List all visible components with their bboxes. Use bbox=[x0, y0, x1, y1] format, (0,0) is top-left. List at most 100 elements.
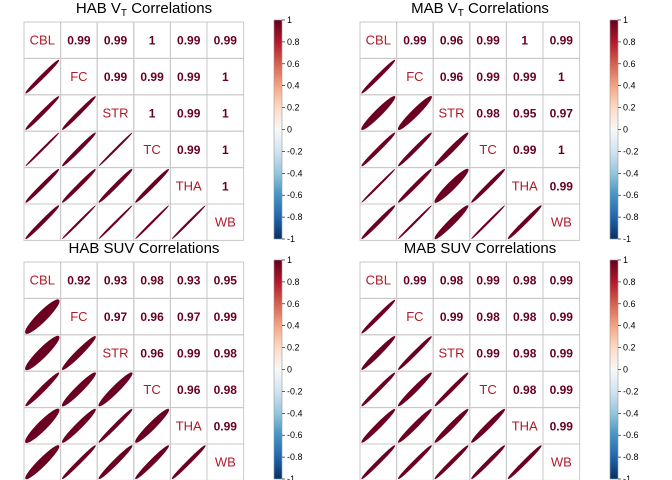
correlation-ellipse bbox=[397, 95, 432, 131]
correlation-value: 0.99 bbox=[104, 70, 128, 84]
variable-label: FC bbox=[406, 309, 423, 324]
correlation-value: 0.96 bbox=[440, 70, 464, 84]
correlation-value: 0.93 bbox=[177, 274, 201, 288]
correlation-value: 1 bbox=[222, 107, 229, 121]
panel-hab-suv: HAB SUV Correlations CBL 0.92 0.93 0.98 0.93… bbox=[0, 240, 336, 480]
correlation-ellipse bbox=[507, 205, 542, 240]
colorbar-tick-label: -0.4 bbox=[287, 168, 303, 178]
panel-title: MAB VT Correlations bbox=[411, 0, 549, 19]
colorbar-tick-label: -1 bbox=[623, 474, 631, 480]
correlation-ellipse bbox=[98, 372, 133, 407]
variable-label: FC bbox=[70, 69, 87, 84]
correlation-ellipse bbox=[471, 168, 506, 203]
correlation-value: 0.99 bbox=[513, 70, 537, 84]
colorbar-tick-label: -0.6 bbox=[623, 190, 639, 200]
variable-label: STR bbox=[103, 106, 129, 121]
correlation-ellipse bbox=[361, 336, 396, 370]
correlation-value: 0.98 bbox=[476, 107, 500, 121]
correlation-ellipse bbox=[98, 132, 133, 167]
panel-title: HAB VT Correlations bbox=[75, 0, 213, 19]
correlation-ellipse bbox=[135, 408, 170, 443]
colorbar-tick-label: 0.6 bbox=[287, 299, 300, 309]
correlation-value: 1 bbox=[222, 179, 229, 193]
panel-title: MAB SUV Correlations bbox=[403, 240, 557, 257]
correlation-ellipse bbox=[25, 132, 60, 167]
correlation-value: 0.99 bbox=[550, 383, 574, 397]
correlation-value: 0.99 bbox=[403, 34, 427, 48]
correlation-value: 0.99 bbox=[214, 310, 238, 324]
correlation-value: 1 bbox=[222, 143, 229, 157]
colorbar-tick-label: 0 bbox=[287, 365, 292, 375]
correlation-value: 0.99 bbox=[440, 310, 464, 324]
correlation-value: 0.96 bbox=[140, 347, 164, 361]
grid-cell bbox=[542, 203, 581, 241]
correlation-value: 0.98 bbox=[513, 310, 537, 324]
correlation-value: 0.99 bbox=[214, 419, 238, 433]
variable-label: CBL bbox=[366, 273, 391, 288]
grid-cell bbox=[206, 203, 245, 241]
colorbar-tick-label: 0.8 bbox=[623, 37, 636, 47]
variable-label: THA bbox=[176, 178, 202, 193]
correlation-value: 0.99 bbox=[177, 347, 201, 361]
correlation-value: 0.99 bbox=[177, 107, 201, 121]
correlation-ellipse bbox=[25, 96, 60, 130]
correlation-value: 0.93 bbox=[104, 274, 128, 288]
correlation-ellipse bbox=[361, 132, 396, 167]
correlation-ellipse bbox=[135, 205, 170, 240]
correlation-value: 0.97 bbox=[550, 107, 574, 121]
variable-label: CBL bbox=[30, 273, 55, 288]
correlation-ellipse bbox=[397, 132, 432, 167]
variable-label: WB bbox=[215, 215, 236, 230]
panel-hab-vt: HAB VT Correlations CBL 0.99 0.99 1 0.99 0.99… bbox=[0, 0, 336, 244]
colorbar-tick-label: 1 bbox=[287, 255, 292, 265]
colorbar-tick-label: 0.4 bbox=[287, 321, 300, 331]
colorbar-tick-label: -0.2 bbox=[623, 146, 639, 156]
correlation-value: 0.95 bbox=[513, 107, 537, 121]
correlation-ellipse bbox=[61, 205, 96, 240]
variable-label: STR bbox=[439, 346, 465, 361]
colorbar-tick-label: -0.6 bbox=[287, 430, 303, 440]
colorbar-tick-label: 0 bbox=[623, 365, 628, 375]
colorbar-tick-label: -0.4 bbox=[287, 408, 303, 418]
colorbar-tick-label: -1 bbox=[287, 474, 295, 480]
colorbar-tick-label: 0.6 bbox=[623, 59, 636, 69]
correlation-ellipse bbox=[25, 408, 60, 443]
correlation-ellipse bbox=[434, 408, 469, 443]
variable-label: STR bbox=[103, 346, 129, 361]
correlation-value: 0.99 bbox=[476, 34, 500, 48]
correlation-value: 1 bbox=[222, 70, 229, 84]
variable-label: TC bbox=[143, 382, 160, 397]
colorbar-tick-label: -0.4 bbox=[623, 408, 639, 418]
correlation-ellipse bbox=[25, 335, 60, 371]
variable-label: CBL bbox=[366, 33, 391, 48]
correlation-value: 0.96 bbox=[140, 310, 164, 324]
correlation-plot: CBL 0.99 0.99 1 0.99 0.99 FC 0.99 0.99 0.99 1 STR 1 0… bbox=[23, 15, 303, 244]
correlation-value: 0.99 bbox=[550, 310, 574, 324]
colorbar-tick-label: 0.2 bbox=[623, 103, 636, 113]
colorbar-tick-label: 0.2 bbox=[287, 343, 300, 353]
correlation-value: 0.99 bbox=[550, 274, 574, 288]
variable-label: THA bbox=[176, 418, 202, 433]
correlation-ellipse bbox=[361, 299, 396, 334]
correlation-value: 0.99 bbox=[550, 419, 574, 433]
correlation-value: 1 bbox=[149, 34, 156, 48]
correlation-ellipse bbox=[98, 168, 133, 203]
correlation-value: 0.99 bbox=[67, 34, 91, 48]
colorbar bbox=[273, 259, 283, 480]
colorbar bbox=[273, 19, 283, 240]
correlation-ellipse bbox=[434, 205, 469, 240]
colorbar-tick-label: 0.8 bbox=[623, 277, 636, 287]
correlation-ellipse bbox=[25, 59, 60, 94]
colorbar-tick-label: 0.8 bbox=[287, 277, 300, 287]
variable-label: FC bbox=[406, 69, 423, 84]
variable-label: THA bbox=[512, 178, 538, 193]
correlation-ellipse bbox=[397, 445, 432, 480]
correlation-ellipse bbox=[361, 205, 396, 240]
correlation-plot: CBL 0.99 0.98 0.99 0.98 0.99 FC 0.99 0.98 0.98 0.9… bbox=[359, 255, 639, 480]
correlation-value: 0.99 bbox=[513, 143, 537, 157]
colorbar-tick-label: -0.2 bbox=[623, 386, 639, 396]
colorbar-tick-label: 0 bbox=[623, 125, 628, 135]
colorbar bbox=[609, 259, 619, 480]
panel-mab-vt: MAB VT Correlations CBL 0.99 0.96 0.99 1 0.99… bbox=[336, 0, 672, 244]
correlation-ellipse bbox=[98, 408, 133, 443]
